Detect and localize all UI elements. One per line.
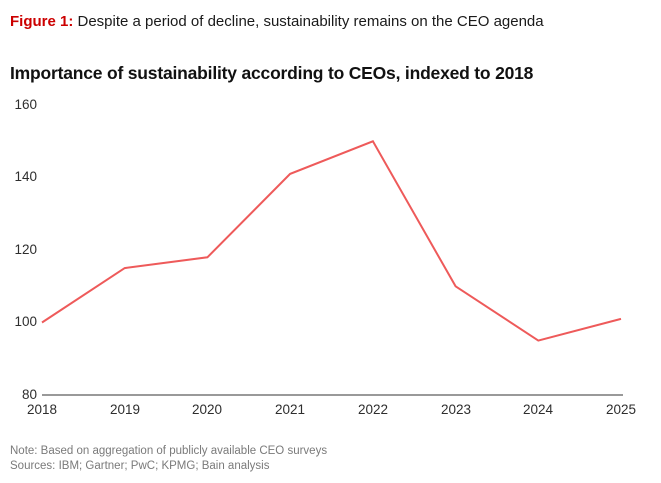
x-tick-label-2018: 2018 (26, 402, 58, 417)
trend-line (41, 140, 622, 342)
y-tick-label-160: 160 (14, 97, 37, 112)
y-tick-label-120: 120 (14, 242, 37, 257)
y-tick-label-140: 140 (14, 169, 37, 184)
figure-caption: Despite a period of decline, sustainabil… (73, 13, 544, 30)
y-tick-label-100: 100 (14, 314, 37, 329)
x-tick-label-2024: 2024 (522, 402, 554, 417)
chart-title: Importance of sustainability according t… (10, 63, 534, 83)
x-tick-label-2019: 2019 (109, 402, 141, 417)
sources-line: Sources: IBM; Gartner; PwC; KPMG; Bain a… (10, 460, 270, 472)
x-tick-label-2020: 2020 (191, 402, 223, 417)
figure-number-label: Figure 1: (10, 13, 74, 30)
x-tick-label-2025: 2025 (605, 402, 637, 417)
note-line: Note: Based on aggregation of publicly a… (10, 445, 328, 457)
y-tick-label-80: 80 (21, 387, 37, 402)
x-tick-label-2022: 2022 (357, 402, 389, 417)
figure-header: Figure 1: Despite a period of decline, s… (10, 12, 544, 31)
figure-footnotes: Note: Based on aggregation of publicly a… (10, 444, 327, 474)
x-axis-baseline (42, 394, 623, 396)
x-tick-label-2021: 2021 (274, 402, 306, 417)
x-tick-label-2023: 2023 (440, 402, 472, 417)
